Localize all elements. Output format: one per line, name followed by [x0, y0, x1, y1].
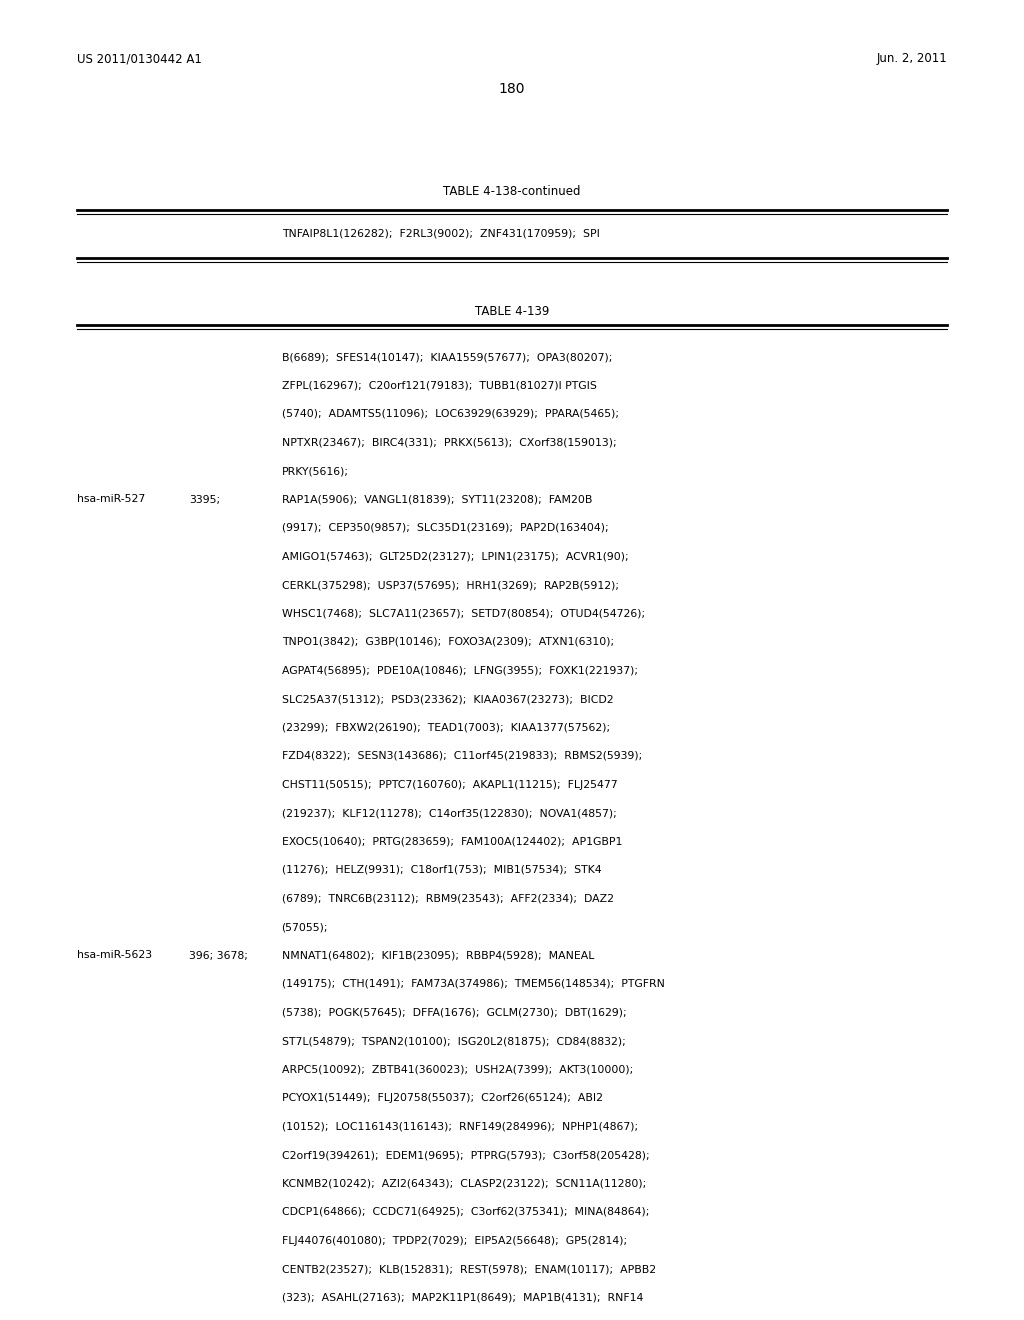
- Text: KCNMB2(10242);  AZI2(64343);  CLASP2(23122);  SCN11A(11280);: KCNMB2(10242); AZI2(64343); CLASP2(23122…: [282, 1179, 646, 1188]
- Text: TABLE 4-139: TABLE 4-139: [475, 305, 549, 318]
- Text: AMIGO1(57463);  GLT25D2(23127);  LPIN1(23175);  ACVR1(90);: AMIGO1(57463); GLT25D2(23127); LPIN1(231…: [282, 552, 629, 561]
- Text: (9917);  CEP350(9857);  SLC35D1(23169);  PAP2D(163404);: (9917); CEP350(9857); SLC35D1(23169); PA…: [282, 523, 608, 533]
- Text: 396; 3678;: 396; 3678;: [189, 950, 248, 961]
- Text: (5740);  ADAMTS5(11096);  LOC63929(63929);  PPARA(5465);: (5740); ADAMTS5(11096); LOC63929(63929);…: [282, 409, 618, 418]
- Text: (23299);  FBXW2(26190);  TEAD1(7003);  KIAA1377(57562);: (23299); FBXW2(26190); TEAD1(7003); KIAA…: [282, 722, 609, 733]
- Text: RAP1A(5906);  VANGL1(81839);  SYT11(23208);  FAM20B: RAP1A(5906); VANGL1(81839); SYT11(23208)…: [282, 495, 592, 504]
- Text: (149175);  CTH(1491);  FAM73A(374986);  TMEM56(148534);  PTGFRN: (149175); CTH(1491); FAM73A(374986); TME…: [282, 979, 665, 989]
- Text: CDCP1(64866);  CCDC71(64925);  C3orf62(375341);  MINA(84864);: CDCP1(64866); CCDC71(64925); C3orf62(375…: [282, 1206, 649, 1217]
- Text: (57055);: (57055);: [282, 921, 328, 932]
- Text: (5738);  POGK(57645);  DFFA(1676);  GCLM(2730);  DBT(1629);: (5738); POGK(57645); DFFA(1676); GCLM(27…: [282, 1007, 627, 1018]
- Text: 180: 180: [499, 82, 525, 96]
- Text: WHSC1(7468);  SLC7A11(23657);  SETD7(80854);  OTUD4(54726);: WHSC1(7468); SLC7A11(23657); SETD7(80854…: [282, 609, 645, 619]
- Text: ST7L(54879);  TSPAN2(10100);  ISG20L2(81875);  CD84(8832);: ST7L(54879); TSPAN2(10100); ISG20L2(8187…: [282, 1036, 626, 1045]
- Text: (10152);  LOC116143(116143);  RNF149(284996);  NPHP1(4867);: (10152); LOC116143(116143); RNF149(28499…: [282, 1122, 638, 1131]
- Text: hsa-miR-527: hsa-miR-527: [77, 495, 145, 504]
- Text: NPTXR(23467);  BIRC4(331);  PRKX(5613);  CXorf38(159013);: NPTXR(23467); BIRC4(331); PRKX(5613); CX…: [282, 437, 616, 447]
- Text: TNFAIP8L1(126282);  F2RL3(9002);  ZNF431(170959);  SPI: TNFAIP8L1(126282); F2RL3(9002); ZNF431(1…: [282, 228, 599, 238]
- Text: Jun. 2, 2011: Jun. 2, 2011: [877, 51, 947, 65]
- Text: CERKL(375298);  USP37(57695);  HRH1(3269);  RAP2B(5912);: CERKL(375298); USP37(57695); HRH1(3269);…: [282, 579, 618, 590]
- Text: PCYOX1(51449);  FLJ20758(55037);  C2orf26(65124);  ABI2: PCYOX1(51449); FLJ20758(55037); C2orf26(…: [282, 1093, 602, 1104]
- Text: (219237);  KLF12(11278);  C14orf35(122830);  NOVA1(4857);: (219237); KLF12(11278); C14orf35(122830)…: [282, 808, 616, 818]
- Text: TNPO1(3842);  G3BP(10146);  FOXO3A(2309);  ATXN1(6310);: TNPO1(3842); G3BP(10146); FOXO3A(2309); …: [282, 638, 613, 647]
- Text: (323);  ASAHL(27163);  MAP2K11P1(8649);  MAP1B(4131);  RNF14: (323); ASAHL(27163); MAP2K11P1(8649); MA…: [282, 1292, 643, 1303]
- Text: TABLE 4-138-continued: TABLE 4-138-continued: [443, 185, 581, 198]
- Text: SLC25A37(51312);  PSD3(23362);  KIAA0367(23273);  BICD2: SLC25A37(51312); PSD3(23362); KIAA0367(2…: [282, 694, 613, 704]
- Text: US 2011/0130442 A1: US 2011/0130442 A1: [77, 51, 202, 65]
- Text: 3395;: 3395;: [189, 495, 220, 504]
- Text: FLJ44076(401080);  TPDP2(7029);  EIP5A2(56648);  GP5(2814);: FLJ44076(401080); TPDP2(7029); EIP5A2(56…: [282, 1236, 627, 1246]
- Text: EXOC5(10640);  PRTG(283659);  FAM100A(124402);  AP1GBP1: EXOC5(10640); PRTG(283659); FAM100A(1244…: [282, 837, 622, 846]
- Text: hsa-miR-5623: hsa-miR-5623: [77, 950, 152, 961]
- Text: (11276);  HELZ(9931);  C18orf1(753);  MIB1(57534);  STK4: (11276); HELZ(9931); C18orf1(753); MIB1(…: [282, 865, 601, 875]
- Text: ZFPL(162967);  C20orf121(79183);  TUBB1(81027)l PTGIS: ZFPL(162967); C20orf121(79183); TUBB1(81…: [282, 380, 596, 391]
- Text: CHST11(50515);  PPTC7(160760);  AKAPL1(11215);  FLJ25477: CHST11(50515); PPTC7(160760); AKAPL1(112…: [282, 780, 617, 789]
- Text: PRKY(5616);: PRKY(5616);: [282, 466, 348, 477]
- Text: C2orf19(394261);  EDEM1(9695);  PTPRG(5793);  C3orf58(205428);: C2orf19(394261); EDEM1(9695); PTPRG(5793…: [282, 1150, 649, 1160]
- Text: (6789);  TNRC6B(23112);  RBM9(23543);  AFF2(2334);  DAZ2: (6789); TNRC6B(23112); RBM9(23543); AFF2…: [282, 894, 613, 903]
- Text: ARPC5(10092);  ZBTB41(360023);  USH2A(7399);  AKT3(10000);: ARPC5(10092); ZBTB41(360023); USH2A(7399…: [282, 1064, 633, 1074]
- Text: AGPAT4(56895);  PDE10A(10846);  LFNG(3955);  FOXK1(221937);: AGPAT4(56895); PDE10A(10846); LFNG(3955)…: [282, 665, 638, 676]
- Text: CENTB2(23527);  KLB(152831);  REST(5978);  ENAM(10117);  APBB2: CENTB2(23527); KLB(152831); REST(5978); …: [282, 1265, 655, 1274]
- Text: FZD4(8322);  SESN3(143686);  C11orf45(219833);  RBMS2(5939);: FZD4(8322); SESN3(143686); C11orf45(2198…: [282, 751, 642, 762]
- Text: NMNAT1(64802);  KIF1B(23095);  RBBP4(5928);  MANEAL: NMNAT1(64802); KIF1B(23095); RBBP4(5928)…: [282, 950, 594, 961]
- Text: B(6689);  SFES14(10147);  KIAA1559(57677);  OPA3(80207);: B(6689); SFES14(10147); KIAA1559(57677);…: [282, 352, 612, 362]
